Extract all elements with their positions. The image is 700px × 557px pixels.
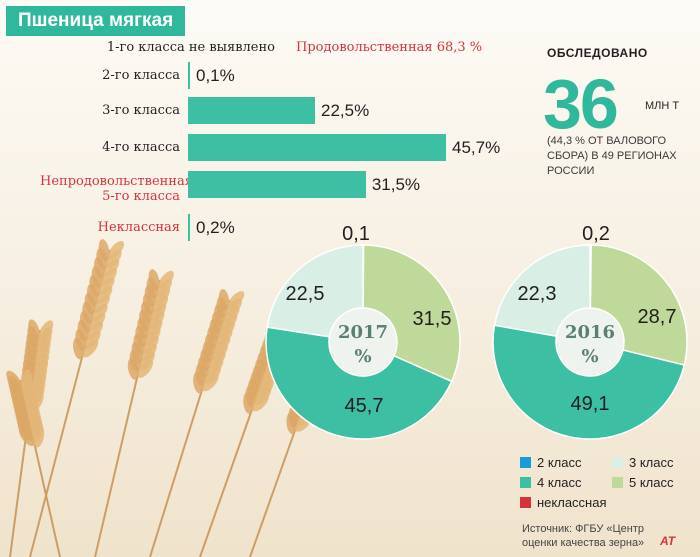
donut-center-year: 2017 xyxy=(338,322,388,343)
bar-category-label: 3-го класса xyxy=(40,103,180,118)
logo: AT xyxy=(660,534,676,548)
slice-value-label: 49,1 xyxy=(571,393,610,415)
source-note: Источник: ФГБУ «Центр оценки качества зе… xyxy=(522,522,644,550)
legend-item-4: 4 класс xyxy=(520,475,582,490)
wheat-grain xyxy=(202,373,219,392)
legend-swatch xyxy=(520,477,531,488)
bar xyxy=(188,97,316,124)
legend-label: 2 класс xyxy=(537,455,582,470)
donut-hole xyxy=(330,309,396,375)
bar xyxy=(188,134,446,161)
label-line: 5-го класса xyxy=(102,189,180,204)
wheat-grain xyxy=(251,394,269,412)
bar-category-label: 2-го класса xyxy=(40,68,180,83)
legend-label: неклассная xyxy=(537,495,607,510)
source-line: оценки качества зерна» xyxy=(522,537,645,549)
bar xyxy=(188,214,190,241)
slice-value-label: 45,7 xyxy=(345,395,384,417)
slice-value-label: 22,5 xyxy=(286,283,325,305)
survey-unit: МЛН Т xyxy=(645,100,680,112)
donut-slice xyxy=(493,244,591,337)
donut-slice xyxy=(362,244,461,383)
wheat-grain xyxy=(19,427,35,447)
legend-item-5: 5 класс xyxy=(612,475,674,490)
donut-2016: 0,2 28,7 49,1 22,3 2016% xyxy=(492,223,688,440)
legend-label: 3 класс xyxy=(629,455,674,470)
survey-note-line: СБОРА) В 49 РЕГИОНАХ xyxy=(547,150,677,162)
legend-item-3: 3 класс xyxy=(612,455,674,470)
bar-category-label: Неклассная xyxy=(40,220,180,235)
wheat-grain xyxy=(82,339,99,358)
bar-value-label: 31,5% xyxy=(371,175,421,194)
survey-block: ОБСЛЕДОВАНО 36 МЛН Т (44,3 % ОТ ВАЛОВОГО… xyxy=(543,46,679,177)
bar-value-label: 22,5% xyxy=(321,101,370,120)
donut-slice xyxy=(266,244,364,338)
label-line: 4-го класса xyxy=(102,140,180,155)
bar-category-label: 4-го класса xyxy=(40,140,180,155)
food-share-label: Продовольственная 68,3 % xyxy=(296,40,483,55)
slice-value-label: 0,1 xyxy=(342,223,370,245)
legend-swatch xyxy=(520,457,531,468)
legend-swatch xyxy=(612,457,623,468)
bar xyxy=(188,62,190,89)
wheat-grain xyxy=(243,391,254,414)
class1-note: 1-го класса не выявлено xyxy=(106,40,275,55)
survey-note-line: РОССИИ xyxy=(547,165,595,177)
donut-center-year: 2016 xyxy=(565,322,615,343)
legend-swatch xyxy=(520,497,531,508)
donut-slice xyxy=(265,326,453,440)
source-line: Источник: ФГБУ «Центр xyxy=(522,523,645,535)
bar-value-label: 45,7% xyxy=(452,138,501,157)
survey-note: (44,3 % ОТ ВАЛОВОГО СБОРА) В 49 РЕГИОНАХ… xyxy=(547,134,697,179)
legend-item-2: 2 класс xyxy=(520,455,582,470)
label-line: Неклассная xyxy=(97,220,180,235)
wheat-grain xyxy=(33,425,45,448)
slice-value-label: 28,7 xyxy=(638,306,677,328)
donut-slice xyxy=(589,244,688,366)
donut-hole xyxy=(557,309,623,375)
bar xyxy=(188,171,366,198)
wheat-grain xyxy=(286,412,297,435)
donut-slice xyxy=(492,324,686,440)
legend-swatch xyxy=(612,477,623,488)
donut-center-unit: % xyxy=(581,346,598,367)
donut-center-unit: % xyxy=(354,346,371,367)
donut-2017: 0,1 31,5 45,7 22,5 2017% xyxy=(265,223,461,440)
legend-label: 4 класс xyxy=(537,475,582,490)
slice-value-label: 31,5 xyxy=(413,308,452,330)
bar-category-label: Непродовольственная 5-го класса xyxy=(40,174,193,204)
wheat-grain xyxy=(193,371,204,394)
survey-head: ОБСЛЕДОВАНО xyxy=(547,46,648,60)
survey-number: 36 xyxy=(543,65,619,143)
legend-item-nonclass: неклассная xyxy=(520,495,607,510)
label-line: 2-го класса xyxy=(102,68,180,83)
survey-note-line: (44,3 % ОТ ВАЛОВОГО xyxy=(547,135,667,147)
slice-value-label: 0,2 xyxy=(582,223,610,245)
legend-label: 5 класс xyxy=(629,475,674,490)
bar-value-label: 0,2% xyxy=(196,218,235,237)
label-line: Непродовольственная xyxy=(40,174,193,189)
bar-value-label: 0,1% xyxy=(196,66,235,85)
slice-value-label: 22,3 xyxy=(518,283,557,305)
wheat-grain xyxy=(137,359,154,379)
label-line: 3-го класса xyxy=(102,103,180,118)
wheat-grain xyxy=(127,358,139,380)
page-title: Пшеница мягкая xyxy=(6,6,186,36)
wheat-grain xyxy=(73,337,84,360)
